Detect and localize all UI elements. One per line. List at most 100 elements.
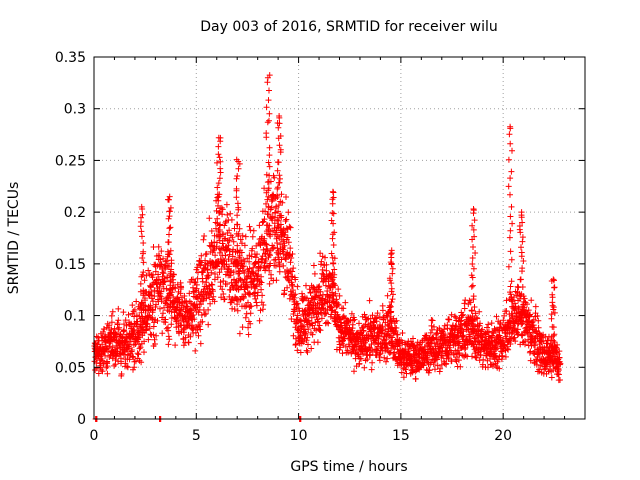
data-point — [162, 319, 169, 326]
data-point — [274, 216, 281, 223]
data-point — [181, 293, 188, 299]
y-tick-label: 0.1 — [64, 309, 86, 325]
data-point — [263, 241, 270, 248]
data-point — [375, 332, 382, 339]
data-point — [535, 317, 542, 324]
data-point — [420, 362, 427, 369]
data-point — [267, 252, 273, 259]
data-point — [160, 255, 167, 262]
data-point-peak — [234, 212, 241, 219]
data-point — [376, 357, 383, 364]
data-point — [439, 353, 446, 359]
data-point — [533, 358, 540, 365]
data-point — [537, 362, 544, 369]
data-point — [223, 247, 230, 253]
data-point — [227, 210, 234, 217]
data-point — [303, 282, 309, 289]
data-point-peak — [518, 291, 525, 298]
data-point — [450, 322, 456, 329]
data-point — [410, 364, 416, 371]
data-point — [322, 282, 329, 289]
data-point — [271, 174, 278, 181]
data-point — [197, 340, 204, 347]
data-point-peak-max — [388, 247, 395, 254]
data-point — [438, 352, 445, 359]
data-point-peak-max — [518, 209, 525, 216]
data-point — [247, 310, 254, 317]
data-point — [150, 331, 157, 338]
data-point — [381, 354, 388, 361]
data-point — [143, 272, 150, 279]
data-point — [108, 312, 115, 319]
data-point — [431, 323, 437, 330]
data-point — [104, 363, 111, 370]
data-point — [410, 335, 416, 342]
data-point-peak — [471, 217, 478, 224]
data-point — [165, 341, 172, 348]
data-point-peak — [266, 163, 273, 170]
data-point — [242, 233, 249, 240]
data-point-peak — [216, 227, 223, 233]
data-point-peak — [266, 231, 273, 238]
data-point — [476, 308, 483, 315]
data-point-peak — [214, 215, 221, 222]
y-axis-label: SRMTID / TECUs — [6, 182, 22, 295]
data-point — [228, 267, 235, 274]
x-axis-ticks: 0 5 10 15 20 — [90, 57, 586, 444]
data-point-peak — [550, 337, 557, 344]
data-point-peak — [274, 194, 281, 200]
data-point — [129, 347, 136, 353]
data-point-peak — [549, 354, 556, 361]
data-point — [364, 356, 371, 363]
data-point — [201, 233, 208, 239]
data-point — [432, 366, 438, 373]
data-point — [253, 282, 260, 289]
data-point — [289, 268, 296, 275]
y-tick-label: 0.05 — [55, 360, 86, 376]
data-point — [459, 312, 466, 319]
data-point — [304, 334, 311, 341]
data-point — [134, 318, 141, 325]
data-point — [503, 297, 510, 304]
data-point-peak — [140, 248, 147, 255]
data-point — [136, 345, 143, 352]
data-point — [210, 293, 217, 300]
data-point — [318, 315, 325, 322]
data-point — [348, 310, 355, 317]
data-point-peak-max — [276, 113, 283, 119]
data-point — [440, 331, 447, 338]
data-point — [485, 321, 492, 328]
data-point-peak — [140, 290, 147, 297]
data-point — [159, 330, 166, 337]
x-tick-label: 15 — [392, 428, 410, 444]
data-point — [376, 351, 383, 358]
data-point-peak — [138, 300, 145, 307]
data-point — [503, 308, 510, 314]
y-tick-label: 0.3 — [64, 102, 86, 118]
data-point — [308, 314, 315, 321]
data-point — [230, 269, 237, 276]
data-point — [247, 291, 254, 298]
data-point-peak — [234, 248, 241, 254]
data-point-peak — [330, 210, 337, 217]
data-point — [398, 369, 405, 376]
data-point — [319, 266, 326, 273]
data-point-peak — [167, 247, 174, 254]
data-point — [294, 283, 301, 290]
data-point — [252, 254, 259, 261]
data-point — [166, 336, 173, 343]
data-point-peak — [275, 202, 282, 209]
data-point — [457, 318, 463, 325]
data-point — [507, 341, 514, 347]
data-point — [383, 358, 389, 365]
data-point — [280, 246, 287, 253]
data-point — [305, 341, 311, 348]
data-point — [266, 251, 273, 258]
data-point — [211, 298, 218, 305]
data-point-peak — [167, 278, 174, 285]
data-point — [133, 298, 140, 305]
data-point — [203, 250, 210, 257]
data-point — [135, 331, 142, 338]
data-point — [121, 327, 128, 333]
data-point — [307, 290, 314, 296]
